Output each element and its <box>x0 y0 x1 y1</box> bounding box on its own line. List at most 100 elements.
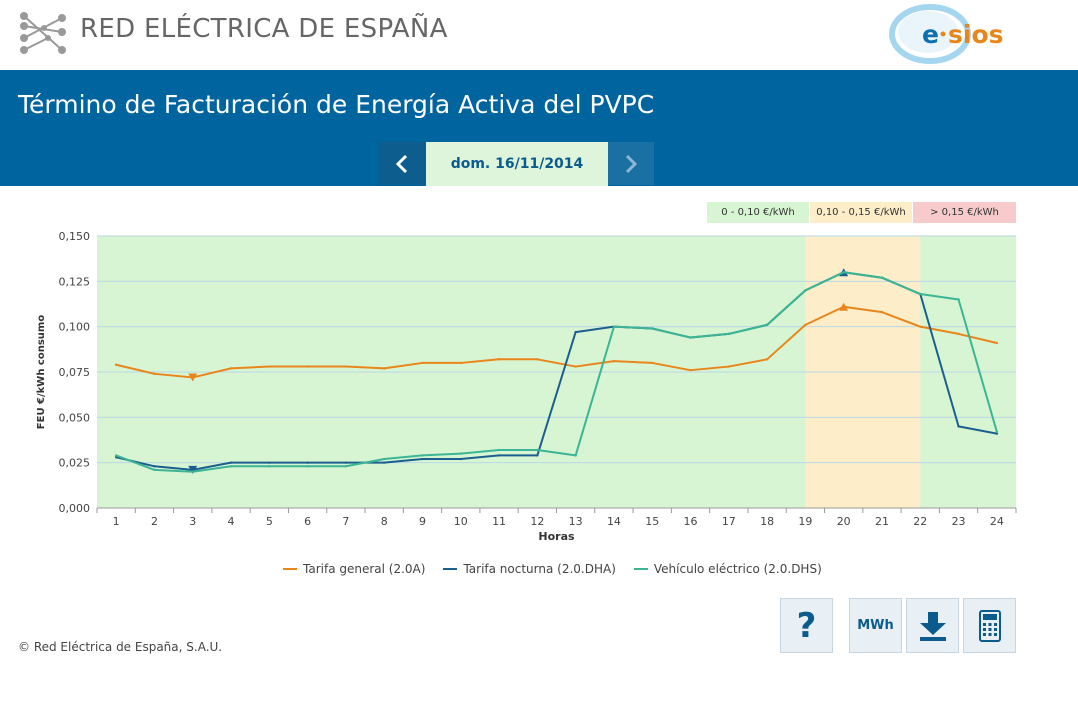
y-tick-label-5: 0,125 <box>59 275 91 288</box>
series-2-point-17 <box>727 332 731 336</box>
x-tick-label-24: 24 <box>990 515 1004 528</box>
x-tick-label-20: 20 <box>837 515 851 528</box>
calculator-icon <box>978 609 1001 642</box>
series-2-point-16 <box>689 336 692 339</box>
esios-logo-sios: sios <box>948 20 1004 49</box>
series-2-point-11 <box>497 448 501 452</box>
legend-label-nocturna: Tarifa nocturna (2.0.DHA) <box>463 562 616 576</box>
legend-label-vehiculo: Vehículo eléctrico (2.0.DHS) <box>653 562 822 576</box>
series-2-point-5 <box>268 465 271 468</box>
series-2-point-15 <box>651 327 654 330</box>
series-2-point-2 <box>153 468 156 472</box>
price-band-high: > 0,15 €/kWh <box>913 202 1016 223</box>
series-0-point-22 <box>919 325 922 328</box>
download-icon <box>919 611 946 641</box>
series-line-2 <box>115 271 998 473</box>
series-2-point-21 <box>880 276 884 279</box>
legend-swatch-general <box>283 568 297 570</box>
series-2-point-8 <box>382 457 386 461</box>
calculator-button[interactable] <box>963 598 1016 653</box>
series-0-point-24 <box>995 341 999 345</box>
chevron-left-icon <box>395 154 408 173</box>
series-0-point-13 <box>574 365 577 368</box>
y-tick-label-6: 0,150 <box>59 230 91 243</box>
help-button[interactable]: ? <box>780 598 833 653</box>
chevron-right-icon <box>625 154 638 173</box>
series-0-point-1 <box>114 363 118 366</box>
series-2-point-18 <box>765 323 769 327</box>
legend-item-vehiculo[interactable]: Vehículo eléctrico (2.0.DHS) <box>633 562 822 576</box>
download-button[interactable] <box>906 598 959 653</box>
mwh-units-button[interactable]: MWh <box>849 598 902 653</box>
legend-item-general[interactable]: Tarifa general (2.0A) <box>283 562 425 576</box>
series-2-point-10 <box>459 452 462 455</box>
x-axis-title: Horas <box>538 530 575 543</box>
series-1-point-7 <box>344 461 348 464</box>
series-1-point-8 <box>382 461 386 464</box>
series-1-point-11 <box>497 454 501 457</box>
next-day-button[interactable] <box>608 142 654 185</box>
copyright-text: © Red Eléctrica de España, S.A.U. <box>18 640 223 654</box>
price-band-mid: 0,10 - 0,15 €/kWh <box>810 202 912 223</box>
series-0-point-12 <box>536 358 539 361</box>
series-2-point-20 <box>842 271 845 274</box>
x-tick-label-1: 1 <box>113 515 120 528</box>
series-2-point-7 <box>344 465 348 468</box>
series-1-point-6 <box>306 461 309 464</box>
x-tick-label-11: 11 <box>492 515 506 528</box>
series-legend: Tarifa general (2.0A) Tarifa nocturna (2… <box>283 562 822 576</box>
series-0-point-8 <box>382 367 386 370</box>
series-2-point-9 <box>421 454 424 457</box>
x-tick-label-19: 19 <box>798 515 812 528</box>
previous-day-button[interactable] <box>379 142 425 185</box>
series-2-point-6 <box>306 465 309 468</box>
series-0-point-9 <box>421 361 424 365</box>
series-2-point-24 <box>995 430 999 434</box>
series-0-point-14 <box>612 359 616 363</box>
series-0-point-4 <box>229 367 233 370</box>
series-1-min-marker <box>188 465 198 474</box>
x-tick-label-7: 7 <box>342 515 349 528</box>
y-tick-label-4: 0,100 <box>59 321 91 334</box>
x-tick-label-14: 14 <box>607 515 621 528</box>
legend-item-nocturna[interactable]: Tarifa nocturna (2.0.DHA) <box>443 562 616 576</box>
x-tick-label-10: 10 <box>454 515 468 528</box>
series-0-max-marker <box>839 302 849 311</box>
x-tick-label-8: 8 <box>381 515 388 528</box>
x-tick-label-13: 13 <box>569 515 583 528</box>
series-2-point-3 <box>191 470 194 473</box>
x-tick-label-6: 6 <box>304 515 311 528</box>
page-title: Término de Facturación de Energía Activa… <box>18 90 655 119</box>
series-2-point-22 <box>919 292 922 296</box>
top-bar: RED ELÉCTRICA DE ESPAÑA e sios <box>0 0 1078 70</box>
price-band-low: 0 - 0,10 €/kWh <box>707 202 809 223</box>
series-1-point-2 <box>153 465 156 468</box>
series-line-0 <box>115 305 998 379</box>
x-tick-label-18: 18 <box>760 515 774 528</box>
series-0-point-15 <box>651 361 654 365</box>
series-1-point-12 <box>536 454 539 457</box>
series-0-point-11 <box>497 358 501 361</box>
y-tick-label-3: 0,075 <box>59 366 91 379</box>
series-0-min-marker <box>188 373 198 382</box>
series-1-point-24 <box>995 432 999 435</box>
date-display[interactable]: dom. 16/11/2014 <box>426 142 608 186</box>
esios-logo-e: e <box>922 20 939 49</box>
series-0-point-18 <box>765 358 769 361</box>
series-0-point-17 <box>727 365 731 368</box>
x-tick-label-15: 15 <box>645 515 659 528</box>
series-0-point-7 <box>344 365 348 368</box>
x-tick-label-4: 4 <box>228 515 235 528</box>
series-0-point-21 <box>880 310 884 314</box>
series-1-point-23 <box>957 425 960 428</box>
series-0-point-10 <box>459 361 462 365</box>
x-tick-label-22: 22 <box>913 515 927 528</box>
esios-logo: e sios <box>889 4 1004 64</box>
x-tick-label-5: 5 <box>266 515 273 528</box>
series-0-point-23 <box>957 332 960 336</box>
y-axis-title: FEU €/kWh consumo <box>36 315 47 430</box>
series-0-point-5 <box>268 365 271 368</box>
y-tick-label-1: 0,025 <box>59 457 91 470</box>
series-2-point-1 <box>114 454 118 457</box>
series-2-point-4 <box>229 465 233 468</box>
